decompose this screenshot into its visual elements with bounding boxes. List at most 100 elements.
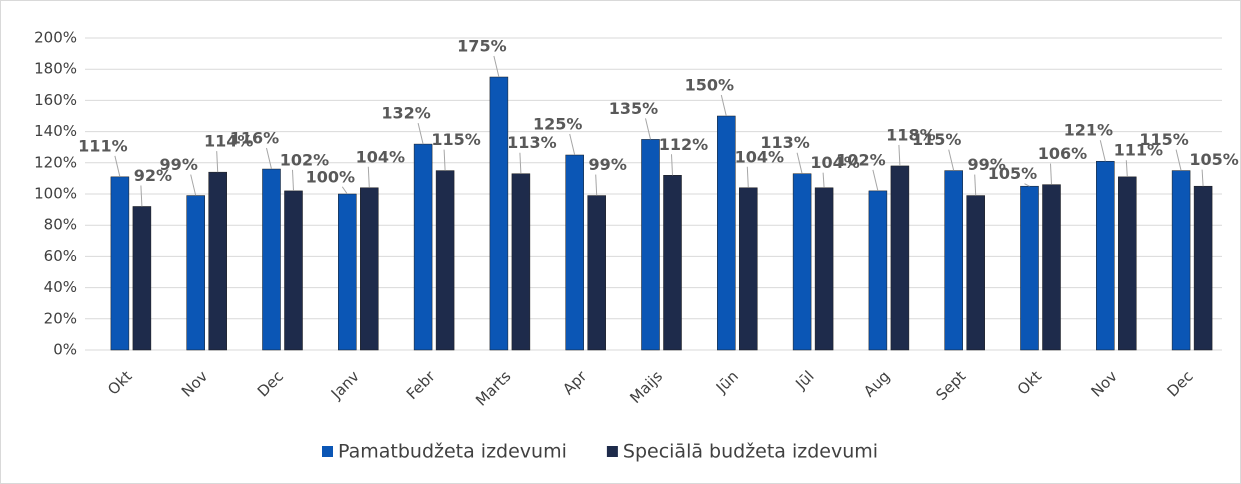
y-tick-label: 20% (44, 309, 77, 327)
leader-line (1099, 140, 1106, 162)
leader-line (796, 152, 803, 174)
bar (435, 170, 455, 351)
leader-line (341, 186, 348, 195)
y-tick-label: 200% (34, 29, 77, 47)
bar (489, 76, 509, 351)
leader-line (595, 174, 598, 196)
leader-line (190, 174, 197, 196)
value-label: 121% (1064, 121, 1113, 140)
value-label: 150% (685, 76, 734, 95)
value-label: 115% (912, 130, 961, 149)
leader-line (569, 133, 576, 156)
y-tick-label: 140% (34, 122, 77, 140)
leader-line (974, 174, 977, 196)
bar (717, 115, 736, 351)
leader-line (292, 169, 294, 191)
bar (110, 176, 130, 351)
bar (284, 190, 303, 351)
bar (1118, 176, 1137, 351)
value-label: 92% (134, 166, 172, 185)
value-label: 132% (381, 104, 430, 123)
bar (186, 195, 205, 351)
value-label: 125% (533, 115, 582, 134)
leader-line (746, 166, 749, 188)
leader-line (1125, 160, 1128, 177)
leader-line (872, 169, 879, 191)
leader-line (216, 151, 219, 173)
value-label: 104% (735, 147, 784, 166)
bar (663, 175, 682, 351)
value-label: 111% (1114, 141, 1163, 160)
value-label: 99% (160, 155, 198, 174)
value-label: 106% (1038, 144, 1087, 163)
value-label: 104% (356, 147, 405, 166)
value-label: 115% (431, 130, 480, 149)
bar (338, 193, 357, 351)
leader-line (519, 152, 522, 174)
value-label: 102% (280, 150, 329, 169)
bar (1171, 170, 1191, 351)
value-label: 112% (659, 135, 708, 154)
bar (1042, 184, 1061, 351)
y-tick-label: 180% (34, 60, 77, 78)
value-label: 99% (589, 155, 627, 174)
y-tick-label: 120% (34, 153, 77, 171)
leader-line (417, 122, 424, 145)
leader-line (140, 185, 143, 207)
leader-line (948, 149, 955, 171)
leader-line (1175, 149, 1182, 171)
value-label: 116% (230, 129, 279, 148)
bar (966, 195, 985, 351)
leader-line (822, 172, 825, 188)
value-label: 111% (78, 136, 127, 155)
leader-line (1024, 183, 1030, 187)
value-label: 113% (507, 133, 556, 152)
value-label: 115% (1139, 130, 1188, 149)
y-tick-label: 60% (44, 247, 77, 265)
leader-line (671, 154, 673, 176)
bar (641, 139, 660, 351)
y-tick-label: 0% (53, 341, 77, 359)
bar (587, 195, 606, 351)
bar (565, 154, 584, 351)
leader-line (443, 149, 446, 171)
bar (208, 171, 227, 351)
leader-line (1050, 163, 1052, 185)
bar (360, 187, 379, 351)
value-label: 113% (760, 133, 809, 152)
value-label: 100% (306, 167, 355, 186)
value-label: 102% (836, 150, 885, 169)
legend-swatch (606, 446, 618, 457)
bar (890, 165, 910, 351)
value-label: 104% (810, 153, 859, 172)
leader-line (493, 55, 500, 78)
legend-label: Pamatbudžeta izdevumi (338, 441, 567, 463)
y-tick-label: 40% (44, 278, 77, 296)
bar (262, 168, 281, 351)
leader-line (645, 118, 651, 140)
bar (814, 187, 834, 351)
bar (868, 190, 888, 351)
y-tick-label: 160% (34, 91, 77, 109)
leader-line (266, 147, 272, 170)
bar (739, 187, 758, 351)
bar (1096, 160, 1115, 351)
bar (1020, 185, 1039, 351)
value-label: 118% (886, 125, 935, 144)
legend-label: Speciālā budžeta izdevumi (623, 441, 878, 463)
leader-line (720, 94, 727, 117)
y-tick-label: 100% (34, 185, 77, 203)
y-tick-label: 80% (44, 216, 77, 234)
legend-swatch (322, 446, 333, 457)
value-label: 105% (1189, 150, 1238, 169)
value-label: 105% (988, 164, 1037, 183)
bar (413, 143, 433, 351)
bar (511, 173, 531, 351)
value-label: 175% (457, 37, 506, 56)
bar (944, 170, 963, 351)
value-label: 114% (204, 132, 253, 151)
value-label: 99% (968, 155, 1006, 174)
value-label: 135% (609, 99, 658, 118)
leader-line (114, 155, 121, 177)
